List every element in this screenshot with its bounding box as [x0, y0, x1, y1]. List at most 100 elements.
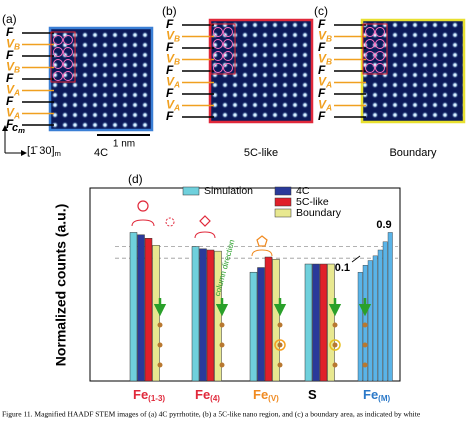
- x-tick-label-sub: (1-3): [148, 394, 165, 403]
- row-label: VA: [166, 98, 180, 113]
- row-label-sub: B: [14, 42, 20, 52]
- row-label: VA: [6, 106, 20, 121]
- row-label-sub: B: [174, 57, 180, 67]
- gradient-bar: [377, 249, 383, 382]
- axis-c-label: cm: [12, 122, 25, 135]
- legend-swatch: [182, 186, 200, 196]
- gradient-bar: [372, 255, 378, 382]
- x-tick-label: Fe(1-3): [133, 387, 165, 403]
- schematic-atom: [277, 322, 283, 328]
- column-marker: [223, 39, 233, 49]
- x-tick-label-sub: (M): [378, 394, 390, 403]
- symbol-circle: [137, 200, 149, 212]
- x-tick-label-sub: (4): [210, 394, 220, 403]
- row-label-main: F: [6, 48, 14, 62]
- row-label: VA: [6, 83, 20, 98]
- row-label-main: V: [166, 52, 175, 66]
- row-label-main: V: [318, 98, 327, 112]
- column-marker: [365, 39, 375, 49]
- bar: [191, 246, 200, 382]
- row-label-sub: A: [13, 88, 20, 98]
- scale-label: 1 nm: [113, 139, 135, 150]
- schematic-atom: [332, 342, 338, 348]
- row-label: F: [318, 63, 326, 77]
- row-label-main: F: [318, 86, 326, 100]
- row-label-main: V: [6, 106, 15, 120]
- row-label: VA: [166, 75, 180, 90]
- row-label-main: V: [6, 83, 15, 97]
- gradient-bar: [357, 272, 363, 382]
- row-label-main: F: [318, 17, 326, 31]
- row-label: VB: [6, 37, 20, 52]
- schematic-atom: [219, 342, 225, 348]
- schematic-atom: [277, 362, 283, 368]
- legend-label: 4C: [296, 185, 310, 197]
- row-label: F: [166, 109, 174, 123]
- bar: [257, 267, 265, 382]
- row-label-sub: A: [173, 80, 180, 90]
- gradient-end: 0.9: [376, 219, 391, 231]
- caption: Figure 11. Magnified HAADF STEM images o…: [2, 410, 421, 419]
- column-marker: [63, 59, 73, 69]
- gradient-start: 0.1: [335, 262, 350, 274]
- schematic-atom: [157, 342, 163, 348]
- row-label-main: V: [318, 29, 327, 43]
- row-label-main: F: [166, 86, 174, 100]
- row-label: F: [166, 86, 174, 100]
- row-label: F: [6, 25, 14, 39]
- x-tick-label: Fe(4): [195, 387, 220, 403]
- row-label-sub: A: [173, 103, 180, 113]
- column-marker: [365, 51, 375, 61]
- row-label-main: F: [6, 117, 14, 131]
- panel-name: Boundary: [389, 147, 437, 159]
- symbol-dashed-circle: [165, 217, 175, 227]
- schematic-atom: [362, 322, 368, 328]
- row-label-sub: A: [13, 111, 20, 121]
- row-label-main: F: [318, 40, 326, 54]
- row-label: F: [6, 94, 14, 108]
- bar: [249, 271, 258, 382]
- bar: [144, 238, 153, 382]
- axis-dir-label-sub: m: [55, 149, 61, 158]
- panel-label: (a): [2, 12, 17, 26]
- column-marker: [53, 59, 63, 69]
- row-label: F: [6, 71, 14, 85]
- row-label: VB: [318, 29, 332, 44]
- row-label-main: F: [6, 25, 14, 39]
- row-label-main: V: [6, 37, 15, 51]
- bar: [327, 263, 335, 382]
- panel-name: 5C-like: [244, 147, 278, 159]
- legend-swatch: [274, 208, 292, 218]
- gradient-bar: [387, 232, 393, 382]
- column-marker: [213, 63, 223, 73]
- schematic-atom: [277, 342, 283, 348]
- stem-panels: (a)4CFVBFVBFVAFVAF(b)5C-likeFVBFVBFVAFVA…: [2, 4, 466, 159]
- region-box: [210, 23, 236, 75]
- bar: [272, 259, 280, 382]
- bar: [304, 263, 313, 382]
- legend-label: Simulation: [204, 185, 253, 197]
- row-label-main: V: [166, 75, 175, 89]
- row-label: F: [6, 117, 14, 131]
- legend-label: Boundary: [296, 207, 342, 219]
- axis-dir-label-main: [1̄ 30]: [27, 145, 55, 157]
- column-marker: [365, 27, 375, 37]
- legend-swatch: [274, 186, 292, 196]
- y-axis-label: Normalized counts (a.u.): [53, 204, 69, 367]
- bar: [319, 263, 328, 382]
- axis-dir-label: [1̄ 30]m: [27, 145, 61, 158]
- x-tick-label: Fe(V): [253, 387, 279, 403]
- symbol-diamond: [199, 215, 211, 227]
- column-marker: [63, 35, 73, 45]
- bar: [264, 256, 273, 382]
- column-marker: [375, 63, 385, 73]
- row-label-main: F: [166, 63, 174, 77]
- row-label-main: V: [166, 98, 175, 112]
- x-tick-label: Fe(M): [363, 387, 391, 403]
- schematic-atom: [332, 322, 338, 328]
- row-label: F: [318, 109, 326, 123]
- schematic-atom: [332, 362, 338, 368]
- bar-chart: (d) Normalized counts (a.u.) 0.1 0.9 Simulat…: [53, 172, 401, 403]
- column-marker: [63, 47, 73, 57]
